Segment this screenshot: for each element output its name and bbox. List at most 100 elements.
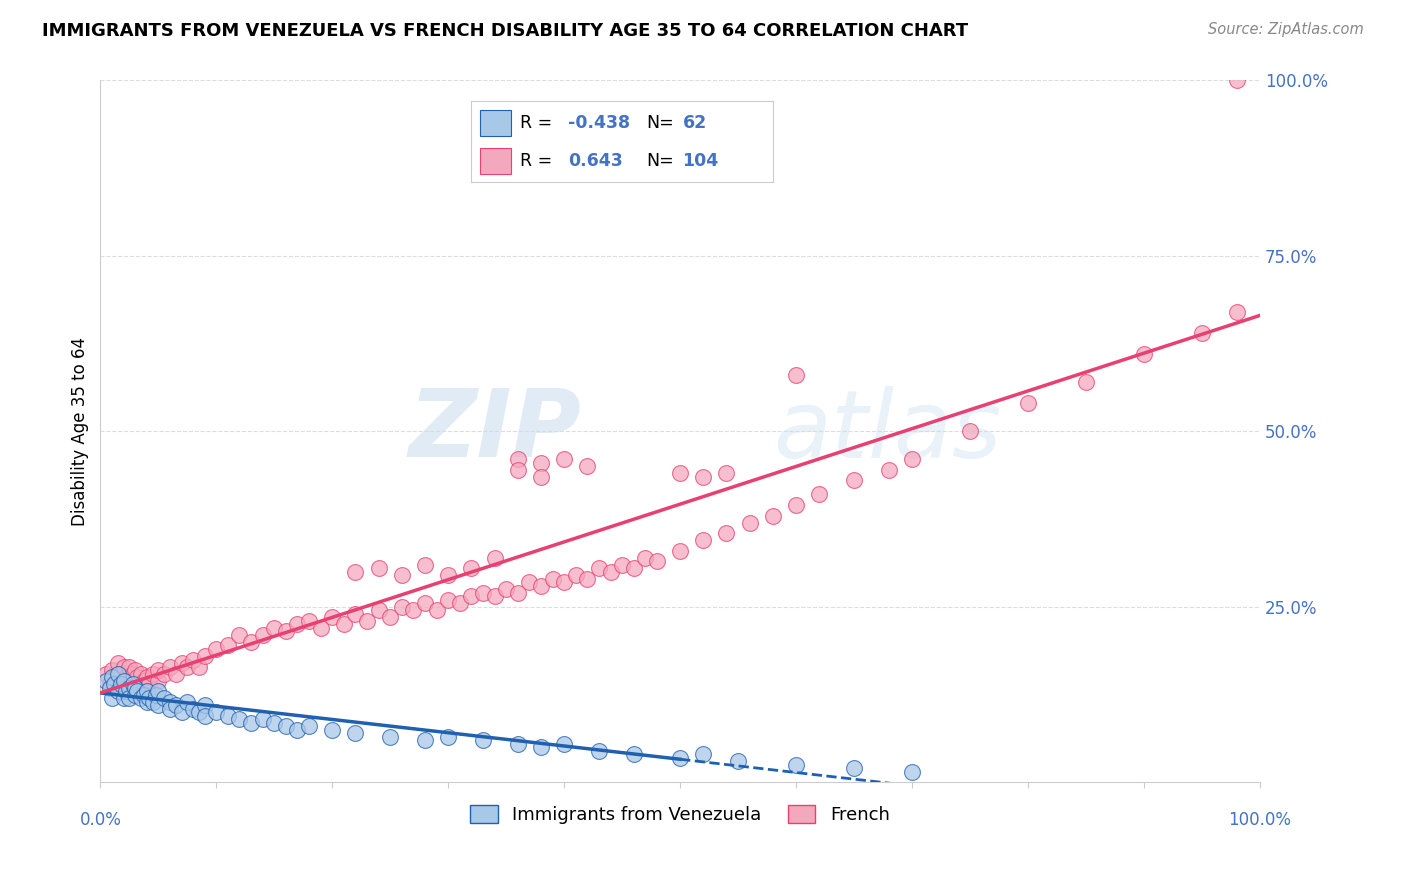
Point	[194, 648, 217, 663]
Point	[495, 582, 517, 597]
Point	[110, 666, 132, 681]
Point	[623, 561, 645, 575]
Point	[240, 715, 263, 730]
Point	[576, 459, 599, 474]
Point	[127, 670, 149, 684]
Point	[959, 424, 981, 438]
Point	[344, 607, 367, 621]
Point	[344, 565, 367, 579]
Point	[506, 463, 529, 477]
Point	[692, 533, 714, 548]
Point	[588, 561, 610, 575]
Point	[553, 575, 575, 590]
Legend: Immigrants from Venezuela, French: Immigrants from Venezuela, French	[471, 805, 890, 824]
Point	[287, 723, 309, 737]
Point	[159, 659, 181, 673]
Point	[716, 467, 738, 481]
Point	[138, 677, 160, 691]
Point	[274, 624, 297, 639]
Point	[170, 705, 193, 719]
Point	[472, 733, 495, 747]
Point	[484, 550, 506, 565]
Point	[118, 691, 141, 706]
Point	[669, 543, 692, 558]
Point	[472, 586, 495, 600]
Point	[1191, 326, 1213, 340]
Point	[205, 705, 228, 719]
Point	[94, 673, 117, 688]
Point	[588, 744, 610, 758]
Point	[217, 639, 239, 653]
Point	[141, 695, 163, 709]
Point	[124, 688, 146, 702]
Point	[187, 705, 209, 719]
Point	[437, 592, 460, 607]
Point	[134, 688, 156, 702]
Point	[344, 726, 367, 740]
Point	[321, 610, 343, 624]
Point	[391, 599, 413, 614]
Point	[187, 659, 209, 673]
Point	[506, 586, 529, 600]
Point	[165, 698, 187, 713]
Text: 0.0%: 0.0%	[79, 811, 121, 829]
Y-axis label: Disability Age 35 to 64: Disability Age 35 to 64	[72, 336, 89, 525]
Point	[506, 452, 529, 467]
Point	[181, 652, 204, 666]
Point	[333, 617, 356, 632]
Point	[692, 747, 714, 762]
Point	[1133, 347, 1156, 361]
Point	[263, 715, 285, 730]
Point	[127, 684, 149, 698]
Point	[692, 470, 714, 484]
Point	[530, 740, 553, 755]
Point	[287, 617, 309, 632]
Text: atlas: atlas	[773, 385, 1001, 476]
Point	[170, 656, 193, 670]
Point	[252, 628, 274, 642]
Point	[738, 516, 761, 530]
Point	[321, 723, 343, 737]
Point	[367, 561, 389, 575]
Point	[115, 684, 138, 698]
Point	[112, 673, 135, 688]
Point	[101, 691, 124, 706]
Point	[112, 677, 135, 691]
Point	[181, 702, 204, 716]
Point	[148, 698, 170, 713]
Point	[309, 621, 332, 635]
Point	[519, 575, 541, 590]
Point	[645, 554, 668, 568]
Point	[669, 751, 692, 765]
Point	[118, 659, 141, 673]
Point	[1074, 375, 1097, 389]
Point	[107, 684, 129, 698]
Point	[135, 670, 157, 684]
Point	[842, 474, 865, 488]
Point	[506, 737, 529, 751]
Point	[669, 467, 692, 481]
Point	[240, 635, 263, 649]
Point	[460, 561, 482, 575]
Text: ZIP: ZIP	[409, 385, 582, 477]
Point	[263, 621, 285, 635]
Point	[413, 733, 436, 747]
Text: 100.0%: 100.0%	[1229, 811, 1291, 829]
Point	[98, 677, 121, 691]
Point	[217, 708, 239, 723]
Point	[112, 659, 135, 673]
Point	[564, 568, 586, 582]
Point	[115, 670, 138, 684]
Point	[141, 666, 163, 681]
Point	[121, 677, 143, 691]
Point	[437, 730, 460, 744]
Point	[134, 673, 156, 688]
Point	[194, 708, 217, 723]
Point	[530, 456, 553, 470]
Point	[716, 526, 738, 541]
Point	[402, 603, 425, 617]
Point	[1226, 305, 1249, 319]
Point	[413, 596, 436, 610]
Point	[107, 656, 129, 670]
Point	[159, 702, 181, 716]
